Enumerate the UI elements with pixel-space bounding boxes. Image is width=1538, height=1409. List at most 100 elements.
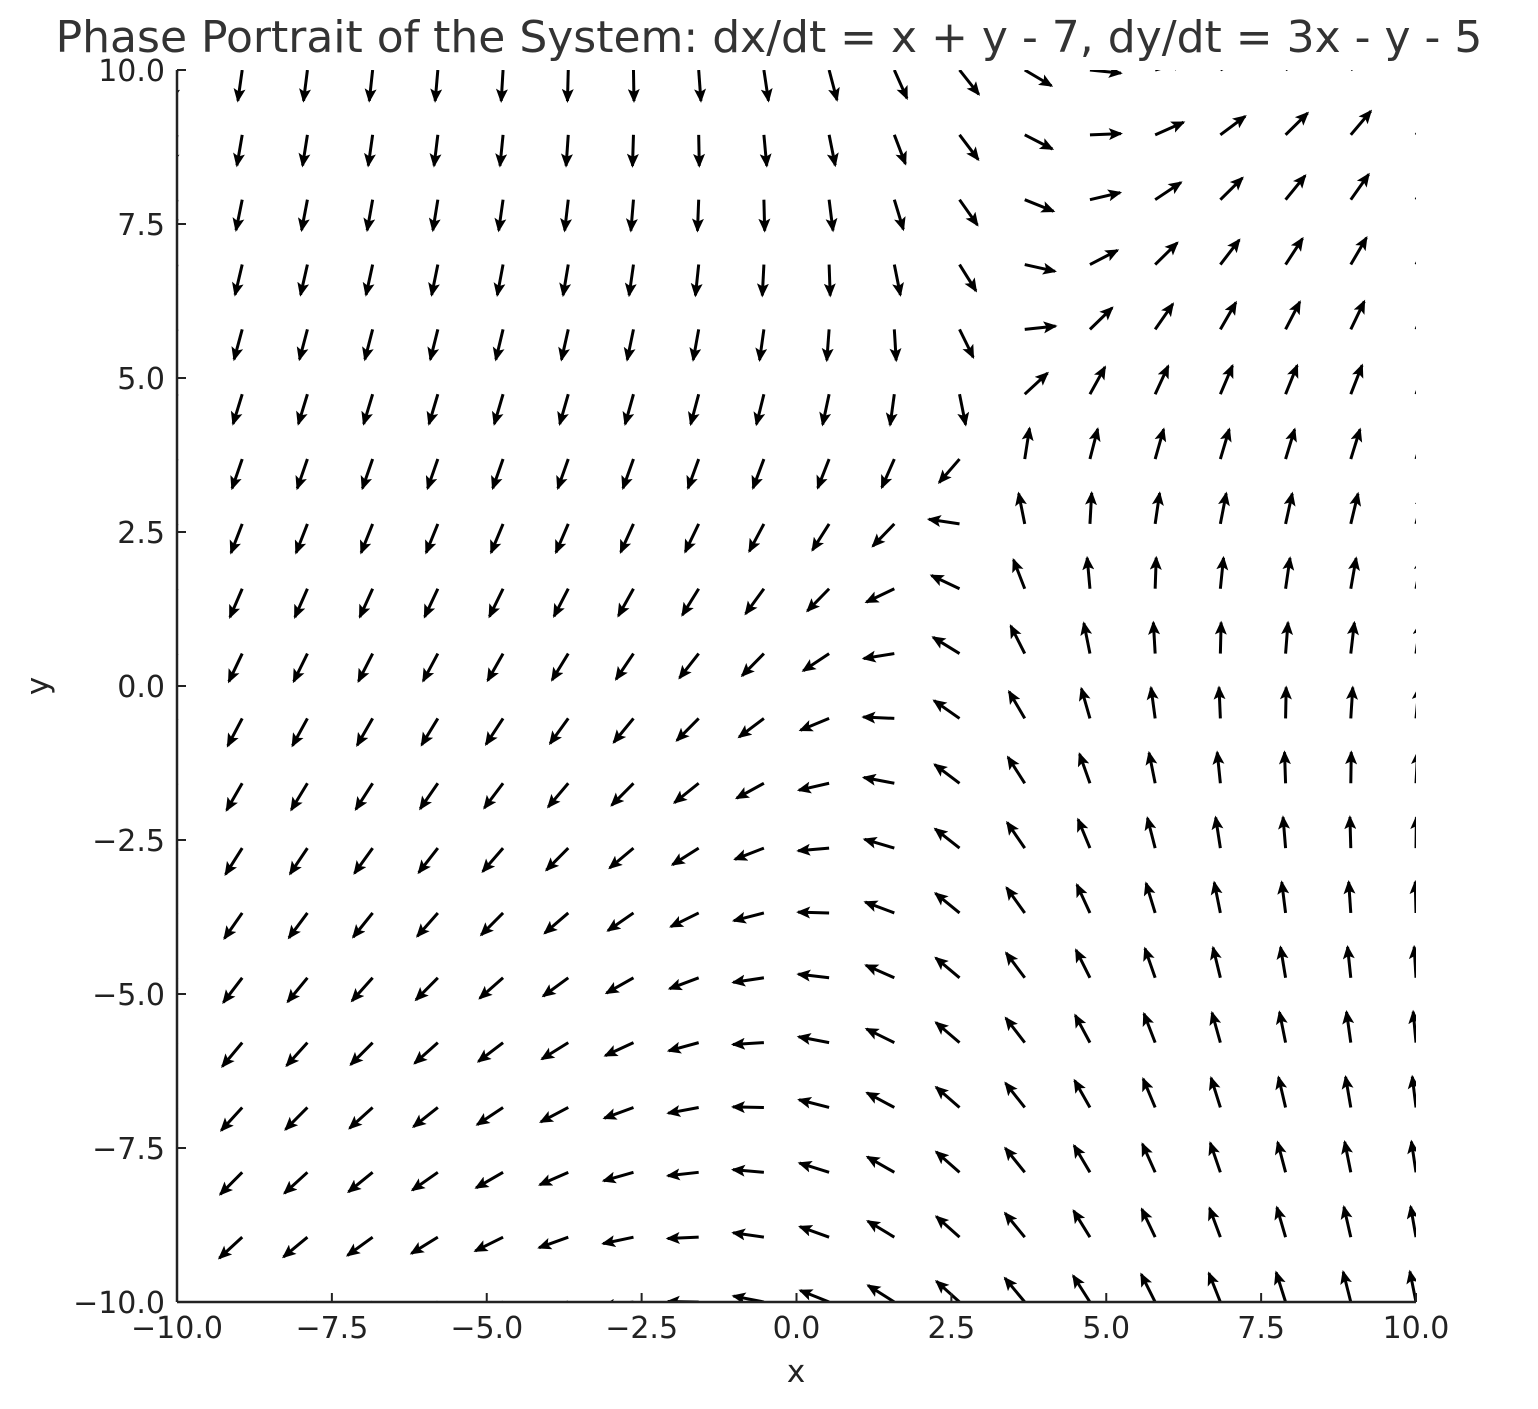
vector-arrow: [296, 393, 309, 426]
vector-arrow: [222, 976, 244, 1005]
vector-arrow: [1154, 120, 1186, 137]
vector-arrow: [693, 134, 706, 168]
vector-arrow: [686, 458, 701, 491]
vector-arrow: [1006, 755, 1026, 785]
vector-arrow: [560, 134, 573, 168]
vector-arrow: [358, 588, 374, 619]
vector-arrow: [1284, 174, 1307, 201]
vector-arrow: [362, 264, 375, 297]
vector-arrow: [1342, 944, 1355, 978]
vector-arrow: [298, 134, 311, 168]
vector-arrow: [426, 393, 440, 426]
vector-arrow: [539, 1106, 569, 1124]
vector-arrow: [665, 1168, 699, 1181]
vector-arrow: [493, 264, 506, 297]
vector-arrow: [223, 912, 244, 941]
vector-arrow: [1077, 752, 1092, 784]
vector-arrow: [359, 523, 375, 555]
vector-arrow: [354, 782, 374, 812]
vector-arrow: [1003, 1211, 1026, 1239]
y-axis-label: y: [20, 677, 56, 695]
vector-arrow: [871, 522, 896, 548]
vector-arrow: [1148, 620, 1161, 654]
vector-arrow: [348, 1106, 374, 1130]
vector-arrow: [614, 652, 635, 681]
vector-arrow: [1208, 1206, 1222, 1238]
vector-arrow: [1089, 189, 1123, 202]
vector-arrow: [1073, 1013, 1092, 1044]
vector-arrow: [1005, 820, 1026, 849]
vector-arrow: [933, 892, 961, 915]
vector-arrow: [601, 1235, 634, 1247]
vector-arrow: [1416, 47, 1436, 70]
vector-arrow: [226, 717, 244, 748]
vector-arrow: [225, 782, 244, 812]
vector-arrow: [826, 134, 839, 168]
vector-arrow: [622, 393, 635, 427]
vector-arrow: [293, 588, 309, 619]
vector-arrow: [296, 328, 309, 362]
vector-arrow: [424, 523, 440, 555]
y-tick-label: −10.0: [73, 1286, 165, 1321]
vector-arrow: [756, 264, 769, 298]
vector-arrow: [798, 1225, 830, 1239]
vector-arrow: [1075, 882, 1092, 914]
vector-arrow: [546, 782, 570, 809]
vector-arrow: [825, 199, 838, 233]
vector-arrow: [929, 574, 961, 591]
vector-arrow: [360, 458, 375, 491]
vector-arrow: [823, 264, 836, 298]
vector-arrow: [288, 847, 309, 876]
vector-arrow: [667, 976, 700, 991]
vector-arrow: [934, 956, 961, 979]
vector-arrow: [1412, 620, 1416, 654]
vector-arrow: [1154, 181, 1183, 201]
vector-arrow: [297, 199, 310, 233]
x-axis-label: x: [787, 1354, 805, 1390]
vector-arrow: [866, 1219, 896, 1239]
vector-arrow: [364, 134, 376, 168]
vector-arrow: [1153, 364, 1170, 395]
vector-arrow: [476, 1041, 504, 1063]
vector-arrow: [1210, 880, 1223, 914]
vector-arrow: [1141, 1077, 1157, 1109]
vector-arrow: [889, 329, 902, 363]
vector-arrow: [413, 1041, 439, 1065]
vector-arrow: [866, 1284, 896, 1302]
vector-arrow: [958, 328, 975, 359]
vector-arrow: [1143, 946, 1157, 979]
vector-arrow: [1349, 299, 1366, 331]
vector-arrow: [604, 976, 635, 995]
vector-arrow: [177, 523, 179, 529]
vector-arrow: [1141, 1142, 1157, 1173]
vector-arrow: [864, 963, 895, 980]
vector-arrow: [357, 652, 374, 683]
vector-arrow: [934, 1085, 961, 1109]
vector-arrow: [1076, 817, 1092, 849]
vector-arrow: [1074, 948, 1092, 979]
vector-arrow: [543, 911, 570, 935]
vector-arrow: [734, 781, 765, 800]
y-tick-label: −5.0: [92, 978, 165, 1013]
vector-arrow: [430, 70, 443, 103]
vector-arrow: [798, 717, 830, 732]
y-tick-label: 10.0: [98, 54, 165, 89]
vector-arrow: [1414, 196, 1416, 200]
vector-arrow: [694, 70, 707, 103]
vector-arrow: [1089, 248, 1120, 266]
vector-arrow: [1413, 556, 1416, 589]
vector-arrow: [541, 976, 570, 998]
y-tick-label: 7.5: [117, 208, 165, 243]
vector-arrow: [177, 459, 179, 464]
vector-arrow: [1214, 620, 1227, 654]
vector-arrow: [1278, 815, 1291, 849]
y-tick-label: −7.5: [92, 1132, 165, 1167]
vector-arrow: [420, 717, 440, 747]
vector-arrow: [232, 264, 244, 297]
vector-arrow: [1409, 879, 1416, 913]
vector-arrow: [1281, 620, 1294, 654]
vector-arrow: [177, 653, 179, 658]
vector-arrow: [1024, 321, 1058, 334]
vector-arrow: [484, 717, 505, 747]
vector-arrow: [1004, 1081, 1026, 1109]
